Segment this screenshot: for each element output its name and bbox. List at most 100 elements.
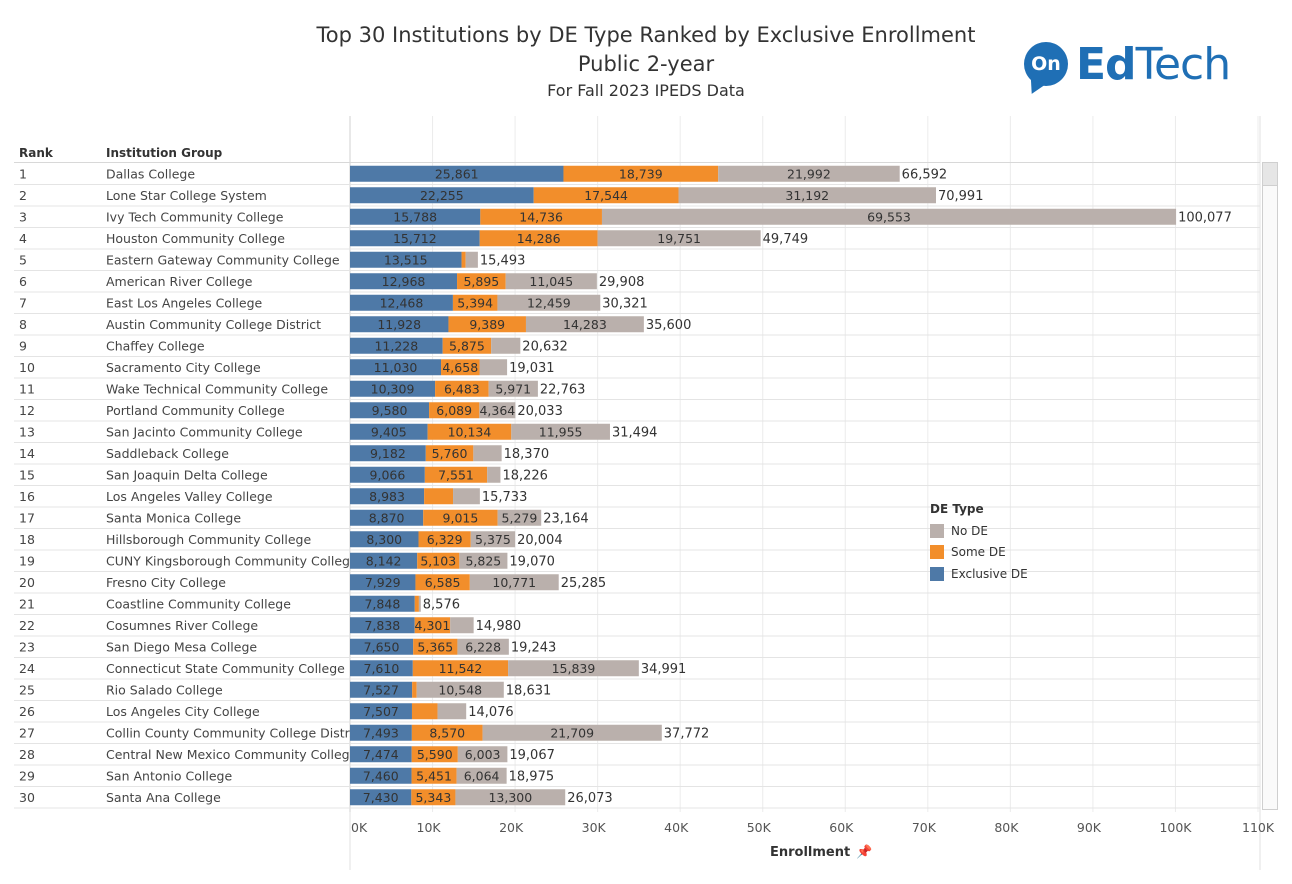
- bar-segment-some-de[interactable]: [427, 423, 512, 440]
- bar-segment-some-de[interactable]: [423, 509, 498, 526]
- bar-segment-some-de[interactable]: [563, 165, 719, 182]
- bar-segment-no-de[interactable]: [437, 703, 467, 720]
- bar-segment-some-de[interactable]: [414, 595, 419, 612]
- bar-segment-no-de[interactable]: [497, 294, 601, 311]
- bar-segment-no-de[interactable]: [491, 337, 521, 354]
- bar-segment-no-de[interactable]: [678, 187, 936, 204]
- bar-segment-no-de[interactable]: [597, 230, 761, 247]
- bar-segment-exclusive-de[interactable]: [350, 187, 534, 204]
- bar-segment-some-de[interactable]: [424, 488, 454, 505]
- institution-header[interactable]: Institution Group: [106, 146, 223, 160]
- bar-segment-some-de[interactable]: [414, 617, 451, 634]
- bar-segment-no-de[interactable]: [457, 638, 509, 655]
- bar-segment-some-de[interactable]: [412, 660, 509, 677]
- bar-segment-no-de[interactable]: [453, 488, 480, 505]
- bar-segment-exclusive-de[interactable]: [350, 445, 426, 462]
- bar-segment-no-de[interactable]: [416, 681, 504, 698]
- bar-segment-no-de[interactable]: [470, 531, 516, 548]
- bar-segment-no-de[interactable]: [718, 165, 900, 182]
- bar-segment-exclusive-de[interactable]: [350, 208, 481, 225]
- legend-item-exclusive-de[interactable]: Exclusive DE: [930, 563, 1028, 585]
- bar-segment-no-de[interactable]: [456, 767, 507, 784]
- bar-segment-some-de[interactable]: [413, 638, 458, 655]
- bar-segment-some-de[interactable]: [412, 681, 417, 698]
- bar-segment-exclusive-de[interactable]: [350, 509, 424, 526]
- bar-segment-exclusive-de[interactable]: [350, 681, 413, 698]
- legend-item-no-de[interactable]: No DE: [930, 520, 1028, 542]
- bar-segment-exclusive-de[interactable]: [350, 316, 449, 333]
- bar-segment-some-de[interactable]: [418, 531, 471, 548]
- bar-segment-some-de[interactable]: [425, 445, 474, 462]
- bar-segment-some-de[interactable]: [411, 703, 438, 720]
- bar-segment-some-de[interactable]: [411, 767, 457, 784]
- bar-segment-no-de[interactable]: [459, 552, 508, 569]
- bar-segment-some-de[interactable]: [435, 380, 489, 397]
- bar-segment-some-de[interactable]: [411, 746, 458, 763]
- pin-icon[interactable]: 📌: [856, 845, 873, 860]
- bar-segment-no-de[interactable]: [418, 595, 421, 612]
- bar-segment-exclusive-de[interactable]: [350, 273, 458, 290]
- rank-header[interactable]: Rank: [19, 146, 53, 160]
- bar-segment-exclusive-de[interactable]: [350, 595, 415, 612]
- bar-segment-exclusive-de[interactable]: [350, 165, 564, 182]
- bar-segment-some-de[interactable]: [411, 789, 456, 806]
- bar-segment-exclusive-de[interactable]: [350, 552, 418, 569]
- bar-segment-exclusive-de[interactable]: [350, 294, 453, 311]
- vertical-scrollbar[interactable]: [1262, 162, 1278, 810]
- bar-segment-exclusive-de[interactable]: [350, 466, 425, 483]
- bar-segment-no-de[interactable]: [479, 402, 516, 419]
- bar-segment-some-de[interactable]: [417, 552, 460, 569]
- bar-segment-some-de[interactable]: [441, 359, 480, 376]
- bar-segment-no-de[interactable]: [508, 660, 639, 677]
- bar-segment-no-de[interactable]: [465, 251, 478, 268]
- bar-segment-some-de[interactable]: [452, 294, 498, 311]
- bar-segment-some-de[interactable]: [448, 316, 526, 333]
- bar-segment-exclusive-de[interactable]: [350, 337, 443, 354]
- bar-segment-some-de[interactable]: [457, 273, 506, 290]
- bar-segment-exclusive-de[interactable]: [350, 617, 415, 634]
- bar-segment-exclusive-de[interactable]: [350, 660, 413, 677]
- bar-segment-exclusive-de[interactable]: [350, 767, 412, 784]
- bar-segment-exclusive-de[interactable]: [350, 423, 428, 440]
- bar-segment-no-de[interactable]: [473, 445, 502, 462]
- bar-segment-exclusive-de[interactable]: [350, 359, 442, 376]
- bar-segment-exclusive-de[interactable]: [350, 488, 425, 505]
- bar-segment-exclusive-de[interactable]: [350, 574, 416, 591]
- bar-segment-no-de[interactable]: [525, 316, 644, 333]
- bar-segment-some-de[interactable]: [411, 724, 483, 741]
- bar-segment-exclusive-de[interactable]: [350, 380, 436, 397]
- bar-segment-no-de[interactable]: [497, 509, 542, 526]
- bar-segment-no-de[interactable]: [469, 574, 559, 591]
- bar-segment-exclusive-de[interactable]: [350, 746, 412, 763]
- bar-segment-no-de[interactable]: [482, 724, 662, 741]
- bar-segment-no-de[interactable]: [488, 380, 538, 397]
- bar-segment-no-de[interactable]: [450, 617, 474, 634]
- bar-segment-exclusive-de[interactable]: [350, 230, 480, 247]
- bar-segment-some-de[interactable]: [461, 251, 466, 268]
- bar-segment-exclusive-de[interactable]: [350, 724, 412, 741]
- bar-segment-exclusive-de[interactable]: [350, 789, 412, 806]
- bar-segment-no-de[interactable]: [511, 423, 610, 440]
- bar-segment-exclusive-de[interactable]: [350, 402, 430, 419]
- bar-segment-no-de[interactable]: [487, 466, 501, 483]
- bar-segment-some-de[interactable]: [415, 574, 470, 591]
- bar-segment-no-de[interactable]: [601, 208, 1177, 225]
- bar-segment-no-de[interactable]: [505, 273, 597, 290]
- scrollbar-thumb[interactable]: [1263, 163, 1277, 186]
- bar-segment-some-de[interactable]: [480, 208, 602, 225]
- bar-segment-no-de[interactable]: [455, 789, 566, 806]
- bar-segment-some-de[interactable]: [479, 230, 598, 247]
- bar-segment-exclusive-de[interactable]: [350, 703, 412, 720]
- legend-item-some-de[interactable]: Some DE: [930, 542, 1028, 564]
- bar-segment-exclusive-de[interactable]: [350, 531, 419, 548]
- bar-segment-no-de[interactable]: [457, 746, 508, 763]
- bar-segment-exclusive-de[interactable]: [350, 251, 462, 268]
- bar-segment-exclusive-de[interactable]: [350, 638, 414, 655]
- bar-segment-some-de[interactable]: [442, 337, 492, 354]
- bar-segment-some-de[interactable]: [533, 187, 679, 204]
- bar-segment-no-de[interactable]: [479, 359, 508, 376]
- bar-value-label: 5,875: [449, 338, 485, 353]
- bar-segment-some-de[interactable]: [429, 402, 480, 419]
- x-axis-title[interactable]: Enrollment 📌: [770, 845, 872, 860]
- bar-segment-some-de[interactable]: [424, 466, 488, 483]
